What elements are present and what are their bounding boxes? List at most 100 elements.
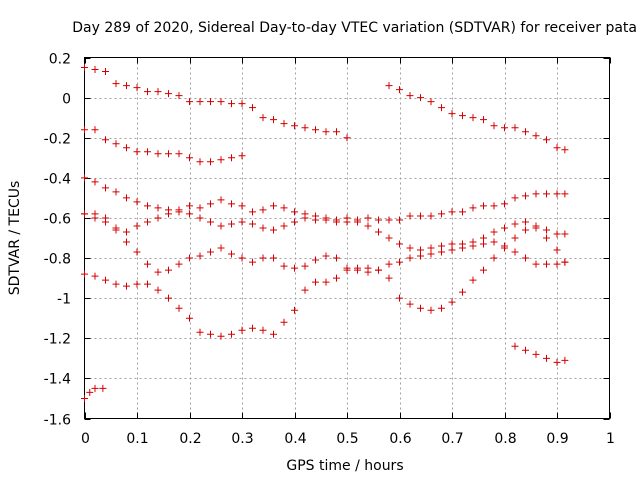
series-track-h (81, 384, 107, 402)
y-tick-label: 0.2 (49, 52, 71, 68)
data-point (270, 254, 277, 262)
x-tick-label: 0.4 (284, 431, 306, 447)
data-point (354, 264, 361, 272)
data-point (312, 126, 319, 134)
data-point (561, 356, 569, 364)
data-point (249, 104, 256, 112)
data-point (144, 148, 151, 156)
data-point (280, 120, 288, 128)
data-point (522, 128, 529, 136)
y-tick-label: -1.2 (44, 332, 71, 348)
data-point (280, 318, 288, 326)
x-tick-label: 0.7 (441, 431, 463, 447)
data-point (343, 214, 351, 222)
data-point (249, 258, 256, 266)
data-point (238, 100, 246, 108)
data-point (196, 98, 204, 106)
data-point (448, 208, 456, 216)
data-point (196, 252, 204, 260)
data-point (207, 330, 214, 338)
data-point (490, 202, 498, 210)
data-point (154, 204, 162, 212)
data-point (217, 156, 225, 164)
data-point (354, 218, 361, 226)
data-point (81, 174, 88, 182)
data-point (217, 196, 225, 204)
data-point (280, 222, 288, 230)
data-point (154, 286, 162, 294)
data-point (385, 82, 393, 90)
data-point (417, 304, 424, 312)
data-point (301, 210, 309, 218)
data-point (532, 224, 540, 232)
data-point (385, 234, 393, 242)
chart-title: Day 289 of 2020, Sidereal Day-to-day VTE… (72, 20, 637, 36)
data-point (522, 218, 529, 226)
data-point (543, 190, 550, 198)
data-point (81, 394, 88, 402)
data-point (553, 246, 561, 254)
data-point (186, 202, 193, 210)
data-point (406, 212, 414, 220)
data-point (480, 266, 487, 274)
data-point (133, 248, 141, 256)
data-point (186, 314, 193, 322)
data-point (561, 146, 569, 154)
y-tick-label: -1.6 (44, 413, 71, 429)
data-point (165, 294, 172, 302)
data-point (553, 358, 561, 366)
data-point (385, 216, 393, 224)
data-point (259, 224, 267, 232)
data-point (469, 276, 477, 284)
data-point (228, 220, 235, 228)
y-tick-label: -0.8 (44, 252, 71, 268)
y-tick-label: -1.4 (44, 372, 71, 388)
data-point (448, 110, 456, 118)
data-point (375, 228, 382, 236)
data-point (501, 224, 508, 232)
data-point (207, 248, 214, 256)
data-point (238, 218, 246, 226)
data-point (532, 350, 540, 358)
data-point (406, 244, 414, 252)
data-point (196, 204, 204, 212)
data-point (459, 208, 466, 216)
data-point (91, 178, 99, 186)
data-point (322, 278, 330, 286)
data-point (438, 242, 445, 250)
data-point (448, 240, 456, 248)
data-point (553, 260, 561, 268)
data-point (249, 324, 256, 332)
data-point (207, 98, 214, 106)
data-point (396, 294, 403, 302)
data-point (543, 234, 550, 242)
data-point (459, 288, 466, 296)
series-track-g (81, 224, 569, 340)
data-point (112, 80, 120, 88)
data-point (490, 122, 498, 130)
data-point (81, 126, 88, 134)
data-point (217, 222, 225, 230)
data-point (480, 202, 487, 210)
data-point (165, 90, 172, 98)
data-point (144, 218, 151, 226)
data-point (270, 226, 277, 234)
data-point (133, 148, 141, 156)
data-point (543, 136, 550, 144)
data-point (301, 286, 309, 294)
data-point (228, 250, 235, 258)
data-point (186, 154, 193, 162)
data-points (81, 64, 569, 402)
data-point (81, 210, 88, 218)
data-point (165, 210, 172, 218)
data-point (469, 114, 477, 122)
data-point (217, 244, 225, 252)
data-point (144, 202, 151, 210)
data-point (322, 214, 330, 222)
data-point (91, 126, 99, 134)
data-point (417, 212, 424, 220)
data-point (99, 384, 107, 392)
series-track-e (81, 196, 569, 254)
data-point (396, 86, 403, 94)
data-point (154, 214, 162, 222)
